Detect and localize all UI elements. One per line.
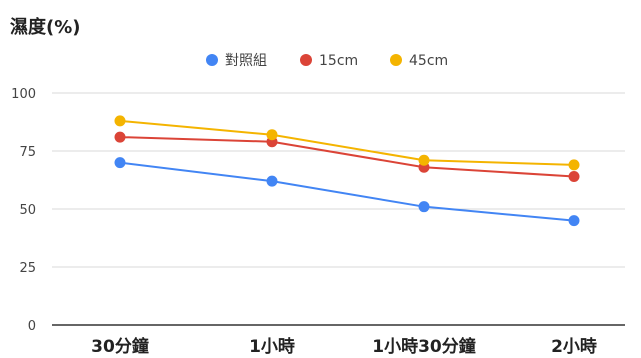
data-point — [418, 201, 430, 213]
series-line — [119, 119, 575, 166]
data-point — [114, 157, 126, 169]
legend-label: 45cm — [409, 53, 448, 69]
x-tick-label: 2小時 — [551, 336, 597, 357]
legend-item: 15cm — [300, 53, 358, 69]
legend-marker — [300, 54, 312, 66]
x-axis: 30分鐘 1小時 1小時30分鐘 2小時 — [91, 336, 597, 357]
y-tick-label: 50 — [19, 203, 36, 218]
legend-marker — [390, 54, 402, 66]
chart-gridlines — [52, 92, 625, 326]
data-point — [266, 129, 278, 141]
chart-series — [114, 115, 580, 227]
data-point — [114, 115, 126, 127]
data-point — [418, 154, 430, 166]
y-tick-label: 0 — [28, 319, 36, 334]
x-tick-label: 1小時30分鐘 — [372, 336, 476, 357]
x-tick-label: 1小時 — [249, 336, 295, 357]
data-point — [568, 159, 580, 171]
legend-label: 15cm — [319, 53, 358, 69]
x-tick-label: 30分鐘 — [91, 336, 149, 357]
series-2 — [114, 131, 580, 183]
data-point — [568, 171, 580, 183]
legend-item: 45cm — [390, 53, 448, 69]
data-point — [266, 175, 278, 187]
chart-title: 濕度(%) — [10, 16, 81, 38]
legend-item: 對照組 — [206, 53, 267, 69]
series-3 — [114, 115, 580, 171]
series-line — [119, 161, 575, 222]
y-tick-label: 75 — [19, 145, 36, 160]
data-point — [568, 215, 580, 227]
y-axis: 0 25 50 75 100 — [11, 87, 36, 334]
series-1 — [114, 157, 580, 227]
data-point — [114, 131, 126, 143]
legend-label: 對照組 — [225, 53, 267, 69]
series-line — [119, 136, 575, 178]
chart-legend: 對照組 15cm 45cm — [206, 53, 448, 69]
y-tick-label: 100 — [11, 87, 36, 102]
legend-marker — [206, 54, 218, 66]
y-tick-label: 25 — [19, 261, 36, 276]
